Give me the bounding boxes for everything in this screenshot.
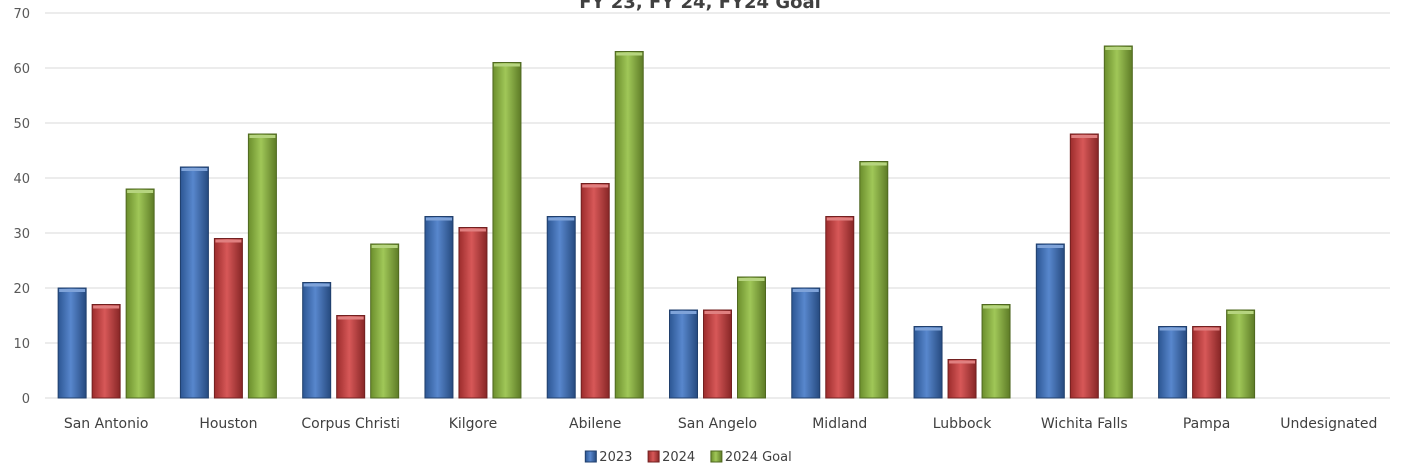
bar-abilene-2024-goal [614, 51, 644, 399]
y-tick-label: 10 [13, 337, 30, 352]
svg-text:2024 Goal: 2024 Goal [725, 450, 792, 465]
bars [57, 45, 1256, 399]
bar-houston-2024 [213, 238, 243, 399]
x-tick-label: Kilgore [449, 416, 497, 432]
legend: 2023 2024 2024 Goal [584, 450, 792, 465]
bar-midland-2024-goal [859, 161, 889, 399]
y-tick-label: 0 [22, 392, 30, 407]
bar-san-antonio-2023 [57, 287, 87, 399]
bar-houston-2024-goal [247, 133, 277, 399]
y-tick-label: 30 [13, 227, 30, 242]
bar-abilene-2024 [580, 183, 610, 399]
x-tick-label: Wichita Falls [1041, 416, 1128, 432]
y-tick-label: 70 [13, 7, 30, 22]
bar-pampa-2024 [1192, 326, 1222, 399]
x-tick-label: Houston [199, 416, 257, 432]
bar-pampa-2024-goal [1226, 309, 1256, 399]
bar-kilgore-2023 [424, 216, 454, 399]
bar-san-angelo-2024-goal [737, 276, 766, 399]
svg-text:2023: 2023 [599, 450, 632, 465]
bar-san-antonio-2024-goal [125, 188, 155, 399]
svg-text:2024: 2024 [662, 450, 695, 465]
x-tick-label: Abilene [569, 416, 621, 432]
x-tick-label: Pampa [1183, 416, 1231, 432]
y-tick-label: 60 [13, 62, 30, 77]
bar-houston-2023 [179, 166, 209, 399]
x-tick-label: Midland [812, 416, 867, 432]
chart-title: FY 23, FY 24, FY24 Goal [579, 0, 821, 13]
bar-corpus-christi-2024 [336, 315, 366, 399]
x-tick-label: Lubbock [933, 416, 992, 432]
x-tick-label: San Angelo [678, 416, 757, 432]
bar-midland-2024 [825, 216, 855, 399]
bar-midland-2023 [791, 287, 821, 399]
bar-san-antonio-2024 [91, 304, 121, 399]
bar-kilgore-2024-goal [492, 62, 522, 399]
legend-item-2024: 2024 [647, 450, 695, 465]
bar-lubbock-2024 [947, 359, 977, 399]
bar-san-angelo-2024 [703, 309, 732, 399]
y-tick-label: 50 [13, 117, 30, 132]
bar-kilgore-2024 [458, 227, 488, 399]
bar-corpus-christi-2023 [302, 282, 332, 399]
y-tick-label: 40 [13, 172, 30, 187]
y-tick-label: 20 [13, 282, 30, 297]
bar-san-angelo-2023 [669, 309, 698, 399]
legend-item-2024-goal: 2024 Goal [710, 450, 792, 465]
bar-lubbock-2024-goal [981, 304, 1011, 399]
bar-pampa-2023 [1158, 326, 1188, 399]
bar-lubbock-2023 [913, 326, 943, 399]
y-axis-ticks: 0 10 20 30 40 50 60 70 [13, 7, 30, 407]
bar-corpus-christi-2024-goal [370, 243, 400, 399]
x-tick-label: Undesignated [1280, 416, 1377, 432]
bar-wichita-falls-2024 [1069, 133, 1099, 399]
bar-wichita-falls-2023 [1035, 243, 1065, 399]
x-axis-labels: San Antonio Houston Corpus Christi Kilgore A… [64, 416, 1378, 432]
x-tick-label: Corpus Christi [301, 416, 400, 432]
legend-item-2023: 2023 [584, 450, 632, 465]
x-tick-label: San Antonio [64, 416, 149, 432]
bar-wichita-falls-2024-goal [1103, 45, 1133, 399]
bar-abilene-2023 [546, 216, 576, 399]
